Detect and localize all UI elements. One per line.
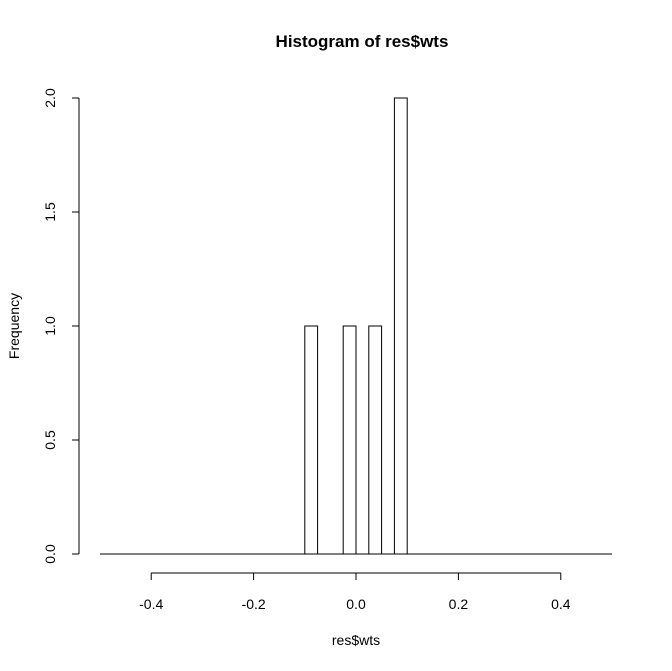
histogram-bar-7 xyxy=(393,97,408,555)
y-tick-label-2: 1.0 xyxy=(42,316,58,336)
y-tick-label-3: 1.5 xyxy=(42,202,58,222)
x-tick-label-4: 0.4 xyxy=(551,596,571,612)
y-tick-label-4: 2.0 xyxy=(42,88,58,108)
y-tick-label-1: 0.5 xyxy=(42,430,58,450)
y-tick-label-0: 0.0 xyxy=(42,544,58,564)
histogram-bar-3 xyxy=(342,325,357,555)
x-tick-label-1: -0.2 xyxy=(242,596,266,612)
y-axis: 0.0 0.5 1.0 1.5 2.0 xyxy=(42,88,80,564)
chart-title: Histogram of res$wts xyxy=(276,32,449,51)
x-tick-label-0: -0.4 xyxy=(139,596,163,612)
bars-group xyxy=(100,97,612,555)
x-tick-label-2: 0.0 xyxy=(346,596,366,612)
histogram-bar-1 xyxy=(304,325,319,555)
y-axis-label: Frequency xyxy=(6,293,22,359)
x-axis: -0.4 -0.2 0.0 0.2 0.4 xyxy=(139,572,571,612)
histogram-bar-5 xyxy=(368,325,383,555)
x-axis-label: res$wts xyxy=(332,632,380,648)
x-tick-label-3: 0.2 xyxy=(449,596,469,612)
